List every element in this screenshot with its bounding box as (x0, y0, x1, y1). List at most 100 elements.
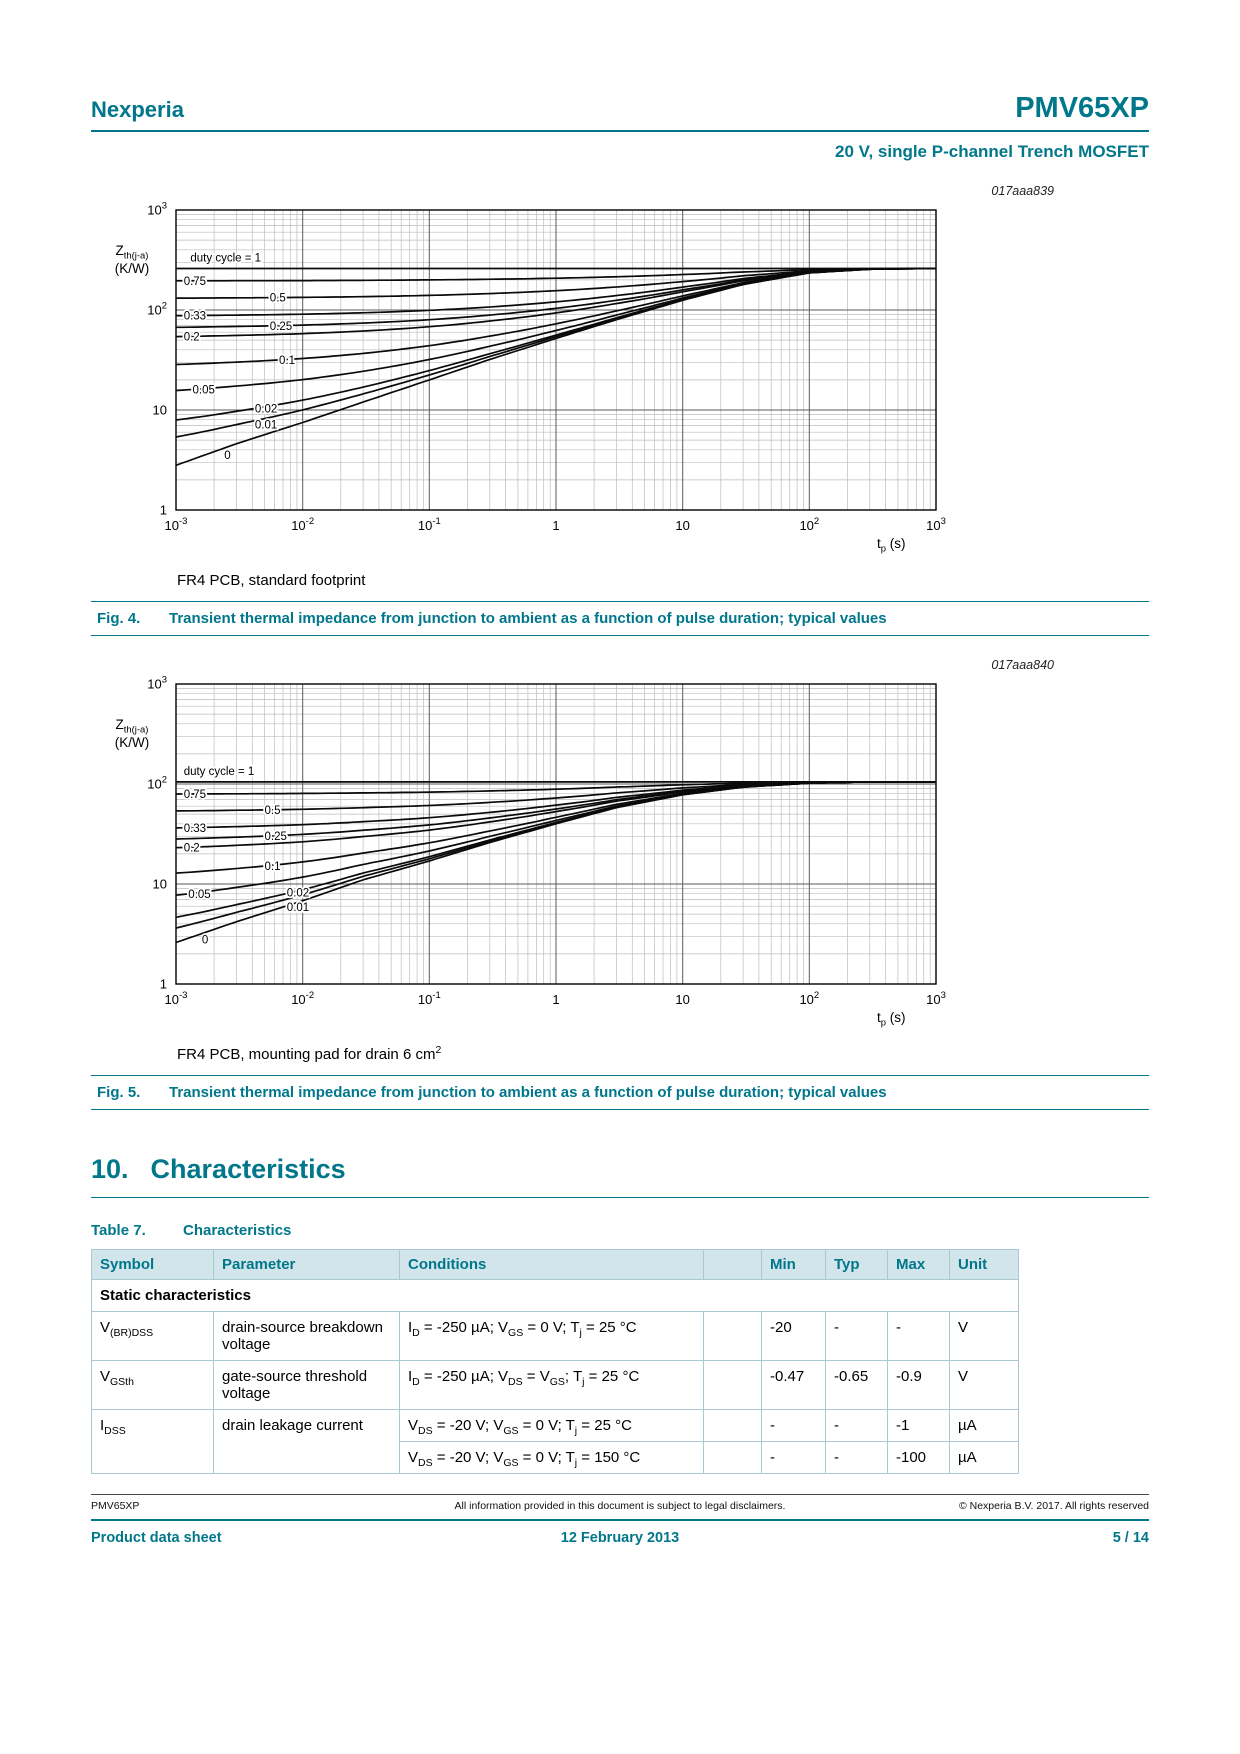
svg-text:0.01: 0.01 (255, 420, 277, 432)
col-header-symbol: Symbol (91, 1249, 214, 1280)
col-header-typ: Typ (825, 1249, 888, 1280)
y-axis-unit: (K/W) (114, 261, 150, 277)
header-row: Nexperia PMV65XP (91, 92, 1149, 125)
typ-cell: - (825, 1441, 888, 1474)
spacer-cell (703, 1441, 762, 1474)
page-content: Nexperia PMV65XP 20 V, single P-channel … (91, 0, 1149, 1546)
table-header-row: Symbol Parameter Conditions Min Typ Max … (91, 1249, 1019, 1280)
svg-text:0.75: 0.75 (184, 789, 206, 801)
figure-caption: Fig. 5. Transient thermal impedance from… (91, 1075, 1149, 1110)
footer-page-number: 5 / 14 (1112, 1530, 1149, 1546)
svg-text:10-2: 10-2 (291, 516, 314, 533)
svg-text:102: 102 (147, 775, 167, 792)
condition-cell: VDS = -20 V; VGS = 0 V; Tj = 25 °C (399, 1409, 704, 1442)
svg-text:0.2: 0.2 (184, 842, 200, 854)
col-header-min: Min (761, 1249, 826, 1280)
svg-text:1: 1 (552, 992, 559, 1007)
footer-doc-type: Product data sheet (91, 1530, 222, 1546)
page-subtitle: 20 V, single P-channel Trench MOSFET (835, 142, 1149, 161)
characteristics-table: Symbol Parameter Conditions Min Typ Max … (91, 1249, 1019, 1474)
brand-name: Nexperia (91, 97, 184, 122)
figure-caption: Fig. 4. Transient thermal impedance from… (91, 601, 1149, 636)
header-divider (91, 130, 1149, 132)
table-row: VDS = -20 V; VGS = 0 V; Tj = 150 °C - - -10… (92, 1441, 1019, 1474)
unit-cell: V (949, 1311, 1019, 1361)
y-axis-label: Zth(j-a) (K/W) (93, 716, 171, 752)
parameter-cell: drain leakage current (213, 1409, 400, 1474)
symbol-cell: VGSth (91, 1360, 214, 1410)
svg-text:0.25: 0.25 (270, 321, 292, 333)
svg-text:103: 103 (147, 201, 167, 218)
footer-part-number: PMV65XP (91, 1500, 140, 1512)
min-cell: - (761, 1441, 826, 1474)
x-axis-label: tp (s) (877, 1010, 906, 1029)
svg-text:0: 0 (202, 935, 208, 947)
footer-copyright: © Nexperia B.V. 2017. All rights reserve… (958, 1500, 1149, 1512)
svg-text:0: 0 (224, 450, 230, 462)
svg-text:0.1: 0.1 (265, 861, 281, 873)
table-row: VGSth gate-source threshold voltage ID = -… (91, 1360, 1019, 1410)
svg-text:1: 1 (160, 503, 167, 518)
svg-text:10-1: 10-1 (418, 516, 441, 533)
svg-text:10: 10 (675, 992, 689, 1007)
chart-wrap-fig4: 10-3 10-2 10-1 1 10 102 103 1 10 102 103 duty cycle… (91, 184, 1149, 568)
y-axis-symbol: Zth(j-a) (115, 717, 149, 736)
svg-text:0.05: 0.05 (188, 889, 210, 901)
svg-text:0.5: 0.5 (265, 805, 281, 817)
svg-text:1: 1 (552, 518, 559, 533)
condition-cell: VDS = -20 V; VGS = 0 V; Tj = 150 °C (399, 1441, 704, 1474)
min-cell: -20 (761, 1311, 826, 1361)
col-header-max: Max (887, 1249, 950, 1280)
figure-note: FR4 PCB, standard footprint (177, 572, 366, 589)
unit-cell: µA (949, 1409, 1019, 1442)
x-axis-label: tp (s) (877, 536, 906, 555)
svg-text:103: 103 (926, 990, 946, 1007)
typ-cell: -0.65 (825, 1360, 888, 1410)
svg-text:0.75: 0.75 (184, 276, 206, 288)
svg-text:0.1: 0.1 (279, 355, 295, 367)
unit-cell: µA (949, 1441, 1019, 1474)
page-header: Nexperia PMV65XP 20 V, single P-channel … (91, 92, 1149, 162)
svg-text:102: 102 (799, 990, 819, 1007)
figure-caption-label: Fig. 5. (97, 1084, 141, 1101)
svg-text:0.01: 0.01 (287, 902, 309, 914)
spacer-cell (703, 1409, 762, 1442)
svg-text:0.33: 0.33 (184, 823, 206, 835)
figure-5: 10-3 10-2 10-1 1 10 102 103 1 10 102 103 duty cycle… (91, 658, 1149, 1110)
svg-text:10-1: 10-1 (418, 990, 441, 1007)
svg-text:10: 10 (153, 403, 167, 418)
svg-text:102: 102 (147, 301, 167, 318)
svg-text:103: 103 (926, 516, 946, 533)
table-row: V(BR)DSS drain-source breakdown voltage ID… (91, 1311, 1019, 1361)
footer-legal-row: PMV65XP All information provided in this… (91, 1494, 1149, 1512)
part-number: PMV65XP (1015, 92, 1149, 124)
svg-text:1: 1 (160, 977, 167, 992)
min-cell: -0.47 (761, 1360, 826, 1410)
typ-cell: - (825, 1409, 888, 1442)
table-group-row: Static characteristics (91, 1279, 1019, 1312)
spacer-cell (703, 1311, 762, 1361)
y-axis-unit: (K/W) (114, 735, 150, 751)
figure-caption-text: Transient thermal impedance from junctio… (169, 610, 887, 627)
symbol-cell: IDSS (91, 1409, 214, 1474)
svg-text:duty cycle = 1: duty cycle = 1 (184, 766, 255, 778)
footer-date: 12 February 2013 (560, 1530, 680, 1546)
svg-text:0.05: 0.05 (193, 385, 215, 397)
max-cell: - (887, 1311, 950, 1361)
svg-text:10: 10 (675, 518, 689, 533)
col-header-spacer (703, 1249, 762, 1280)
group-label: Static characteristics (91, 1279, 1019, 1312)
svg-text:0.02: 0.02 (287, 888, 309, 900)
thermal-impedance-chart-fig5: 10-3 10-2 10-1 1 10 102 103 1 10 102 103 duty cycle… (147, 675, 946, 1008)
table-caption-title: Characteristics (183, 1222, 292, 1239)
footer-divider (91, 1519, 1149, 1521)
symbol-cell: V(BR)DSS (91, 1311, 214, 1361)
svg-text:10-3: 10-3 (165, 516, 188, 533)
condition-cell: ID = -250 µA; VGS = 0 V; Tj = 25 °C (399, 1311, 704, 1361)
plot-id: 017aaa840 (991, 658, 1054, 672)
svg-text:10-3: 10-3 (165, 990, 188, 1007)
parameter-cell: gate-source threshold voltage (213, 1360, 400, 1410)
y-axis-label: Zth(j-a) (K/W) (93, 242, 171, 278)
svg-text:0.02: 0.02 (255, 403, 277, 415)
